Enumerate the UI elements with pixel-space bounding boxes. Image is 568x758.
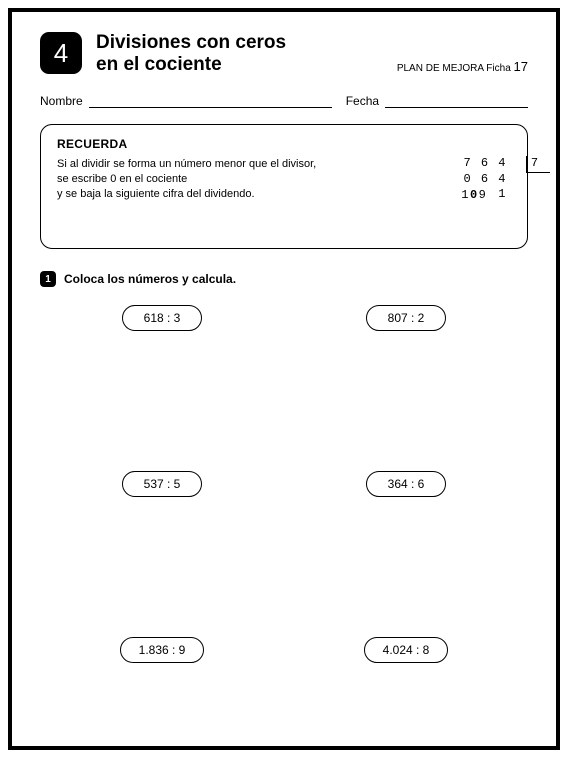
unit-number: 4	[54, 38, 68, 69]
problems-grid: 618 : 3 807 : 2 537 : 5 364 : 6 1.836 : …	[40, 305, 528, 663]
division-example: 7 6 4 0 6 4 1 7 109	[411, 137, 511, 235]
page-title: Divisiones con ceros en el cociente	[96, 32, 397, 76]
problem-cell: 807 : 2	[294, 305, 518, 331]
plan-label: PLAN DE MEJORA Ficha 17	[397, 59, 528, 76]
date-label: Fecha	[346, 94, 379, 108]
header: 4 Divisiones con ceros en el cociente PL…	[40, 32, 528, 76]
exercise-header: 1 Coloca los números y calcula.	[40, 271, 528, 287]
problem-cell: 364 : 6	[294, 471, 518, 497]
name-input-line[interactable]	[89, 96, 332, 108]
exercise-number: 1	[45, 274, 51, 285]
problem-pill: 4.024 : 8	[364, 637, 449, 663]
recuerda-line-3: y se baja la siguiente cifra del dividen…	[57, 188, 255, 200]
recuerda-text: Si al dividir se forma un número menor q…	[57, 157, 391, 203]
problem-pill: 364 : 6	[366, 471, 446, 497]
title-line-2: en el cociente	[96, 54, 222, 75]
problem-pill: 537 : 5	[122, 471, 202, 497]
date-input-line[interactable]	[385, 96, 528, 108]
quotient: 109	[456, 188, 549, 204]
exercise-number-badge: 1	[40, 271, 56, 287]
problem-pill: 1.836 : 9	[120, 637, 205, 663]
problem-cell: 618 : 3	[50, 305, 274, 331]
quotient-post: 9	[479, 188, 488, 202]
divisor-quotient-box: 7 109	[451, 141, 549, 236]
problem-pill: 618 : 3	[122, 305, 202, 331]
title-line-1: Divisiones con ceros	[96, 32, 286, 53]
recuerda-left: RECUERDA Si al dividir se forma un númer…	[57, 137, 391, 235]
name-date-row: Nombre Fecha	[40, 94, 528, 108]
recuerda-line-2: se escribe 0 en el cociente	[57, 173, 187, 185]
unit-number-badge: 4	[40, 32, 82, 74]
recuerda-box: RECUERDA Si al dividir se forma un númer…	[40, 124, 528, 250]
worksheet-page: 4 Divisiones con ceros en el cociente PL…	[8, 8, 560, 750]
quotient-zero: 0	[470, 188, 479, 202]
problem-pill: 807 : 2	[366, 305, 446, 331]
date-group: Fecha	[346, 94, 528, 108]
quotient-pre: 1	[461, 188, 470, 202]
ficha-number: 17	[514, 59, 528, 74]
recuerda-line-1: Si al dividir se forma un número menor q…	[57, 158, 316, 170]
problem-cell: 1.836 : 9	[50, 637, 274, 663]
problem-cell: 537 : 5	[50, 471, 274, 497]
name-group: Nombre	[40, 94, 332, 108]
problem-cell: 4.024 : 8	[294, 637, 518, 663]
exercise-instruction: Coloca los números y calcula.	[64, 272, 236, 286]
name-label: Nombre	[40, 94, 83, 108]
plan-label-text: PLAN DE MEJORA Ficha	[397, 63, 511, 74]
title-block: Divisiones con ceros en el cociente PLAN…	[96, 32, 528, 76]
recuerda-title: RECUERDA	[57, 137, 391, 151]
divisor: 7	[526, 156, 550, 173]
